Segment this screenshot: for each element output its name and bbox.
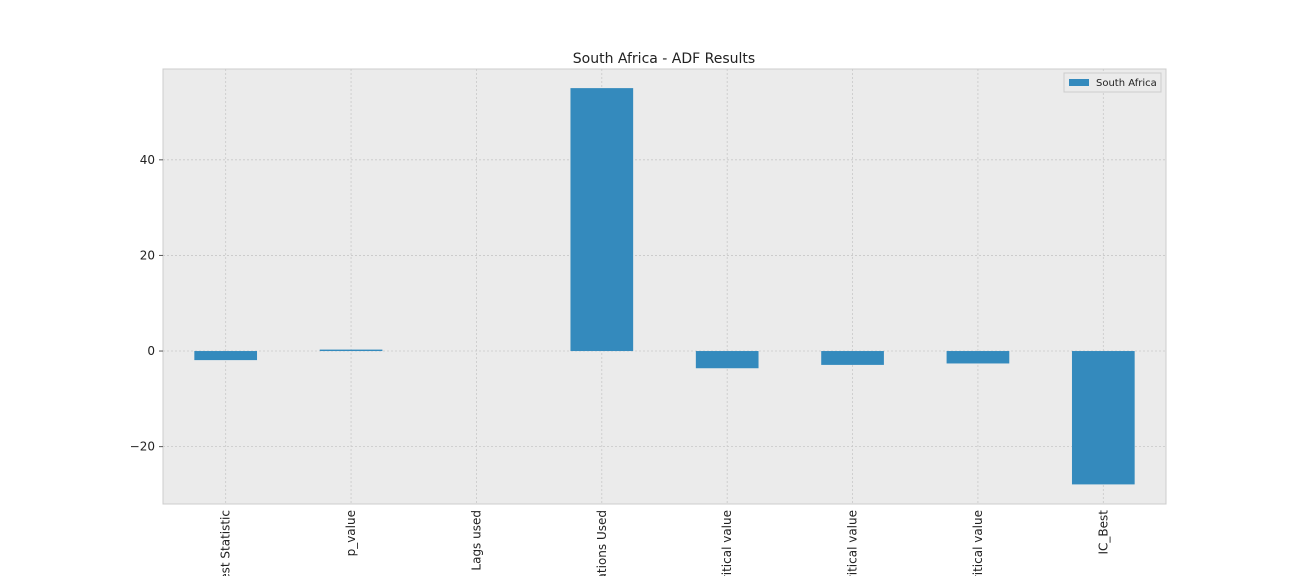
x-tick-label: IC_Best [1096,510,1110,555]
legend-swatch [1069,79,1089,86]
x-tick-label: p_value [344,510,358,556]
legend-box [1063,72,1162,93]
bar [570,88,634,352]
plot-area [162,68,1167,505]
bar [821,351,884,365]
y-tick-label: 40 [140,153,155,167]
x-tick-label: Lags used [469,510,483,571]
x-tick-label: ritical value [971,510,985,576]
chart-title: South Africa - ADF Results [573,51,755,67]
bar [319,349,383,352]
y-tick-label: 0 [147,344,155,358]
x-tick-label: ritical value [846,510,860,576]
y-tick-label: 20 [140,248,155,262]
y-tick-label: −20 [130,440,155,454]
x-tick-label: est Statistic [219,510,233,576]
legend-label: South Africa [1096,78,1157,89]
bar [194,351,258,361]
x-tick-label: ritical value [720,510,734,576]
bar [695,351,759,369]
bar [1071,351,1135,485]
x-tick-label: ations Used [595,510,609,576]
bar [946,351,1010,364]
